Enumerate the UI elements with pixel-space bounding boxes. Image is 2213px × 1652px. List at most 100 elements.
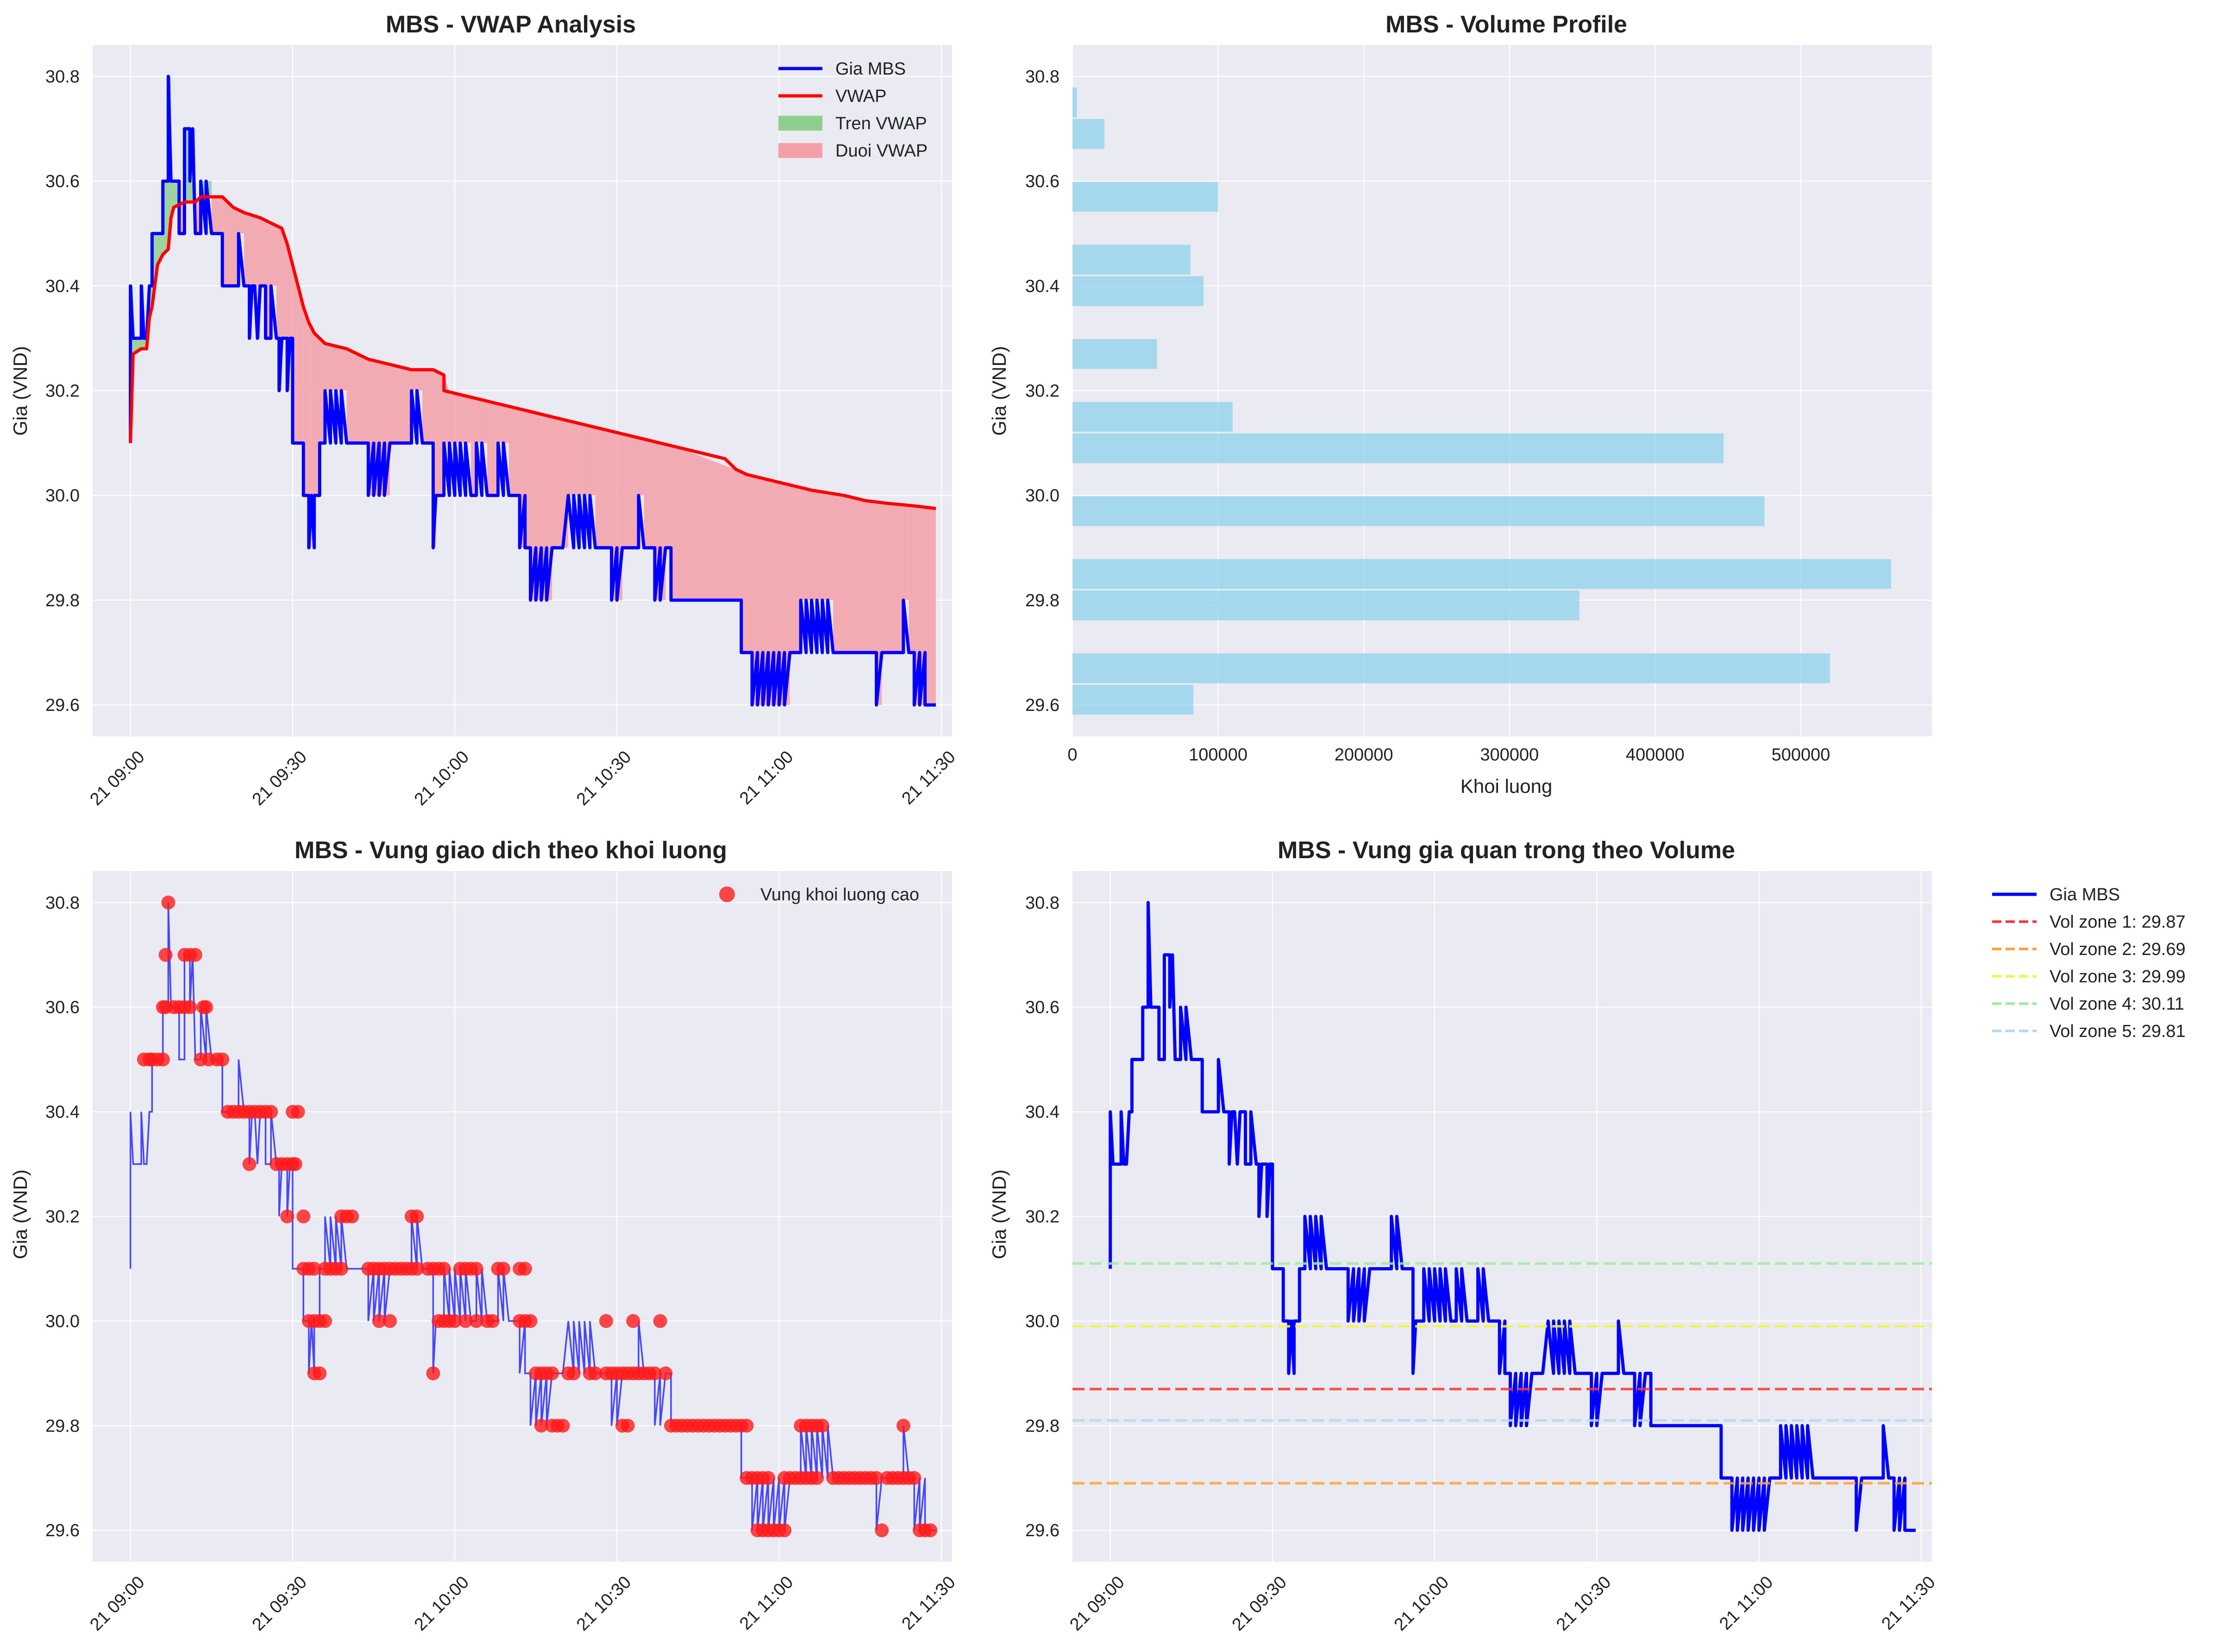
profile-ytick-label: 30.4 — [1025, 276, 1059, 296]
zones-ytick-label: 30.8 — [1025, 893, 1059, 913]
legend-label: Vol zone 2: 29.69 — [2050, 940, 2186, 959]
highvol-plot: 29.629.830.030.230.430.630.821 09:00 21 0… — [45, 871, 959, 1635]
volume-bar — [1072, 433, 1724, 463]
high-volume-point — [159, 948, 173, 962]
above-vwap-fill — [190, 181, 193, 202]
below-vwap-fill — [417, 370, 422, 390]
zones-ytick-label: 29.8 — [1025, 1416, 1059, 1436]
high-volume-point — [518, 1262, 532, 1275]
vwap-ytick-label: 30.2 — [45, 382, 80, 401]
highvol-ytick-label: 30.6 — [45, 998, 80, 1018]
high-volume-point — [599, 1314, 613, 1328]
below-vwap-fill — [347, 349, 369, 443]
high-volume-point — [188, 948, 202, 962]
below-vwap-fill — [790, 485, 801, 653]
zones-ytick-label: 30.2 — [1025, 1207, 1059, 1227]
below-vwap-fill — [558, 418, 563, 548]
high-volume-point — [556, 1419, 570, 1432]
highvol-ytick-label: 30.4 — [45, 1103, 80, 1122]
below-vwap-fill — [828, 493, 834, 600]
high-volume-point — [545, 1366, 559, 1380]
below-vwap-fill — [436, 371, 439, 496]
below-vwap-fill — [260, 218, 266, 286]
below-vwap-fill — [255, 216, 257, 286]
high-volume-point — [626, 1314, 640, 1328]
below-vwap-fill — [503, 405, 509, 443]
below-vwap-fill — [596, 427, 612, 548]
profile-xlabel: Khoi luong — [1461, 775, 1553, 797]
high-volume-point — [815, 1419, 829, 1432]
highvol-ytick-label: 29.6 — [45, 1521, 80, 1540]
high-volume-point — [264, 1105, 278, 1119]
profile-xtick-label: 500000 — [1771, 745, 1830, 765]
below-vwap-fill — [412, 370, 417, 390]
below-vwap-fill — [677, 447, 741, 600]
below-vwap-fill — [574, 422, 579, 495]
below-vwap-fill — [390, 364, 395, 443]
legend-label: Vol zone 1: 29.87 — [2050, 912, 2186, 932]
below-vwap-fill — [746, 474, 752, 653]
high-volume-point — [567, 1366, 581, 1380]
high-volume-point — [288, 1157, 302, 1171]
below-vwap-fill — [331, 345, 336, 391]
highvol-ytick-label: 30.0 — [45, 1312, 80, 1331]
volume-bar — [1072, 590, 1580, 620]
below-vwap-fill — [622, 434, 628, 548]
zones-ytick-label: 30.6 — [1025, 998, 1059, 1018]
below-vwap-fill — [271, 223, 276, 286]
below-vwap-fill — [844, 496, 877, 653]
below-vwap-fill — [628, 435, 639, 548]
below-vwap-fill — [568, 421, 574, 496]
below-vwap-fill — [833, 494, 844, 653]
high-volume-point — [923, 1523, 937, 1537]
high-volume-point — [199, 1000, 213, 1014]
below-vwap-fill — [509, 406, 520, 495]
highvol-title: MBS - Vung giao dich theo khoi luong — [295, 837, 727, 864]
volume-bar — [1072, 402, 1233, 432]
below-vwap-fill — [325, 344, 331, 391]
profile-plot: 29.629.830.030.230.430.630.80 100000 20000… — [1025, 45, 1932, 765]
volume-bar — [1072, 339, 1157, 369]
vwap-title: MBS - VWAP Analysis — [386, 11, 636, 38]
high-volume-point — [215, 1053, 229, 1067]
below-vwap-fill — [812, 490, 817, 600]
below-vwap-fill — [665, 444, 671, 547]
below-vwap-fill — [498, 404, 503, 443]
high-volume-point — [183, 1000, 197, 1014]
below-vwap-fill — [460, 395, 466, 443]
zones-ylabel: Gia (VND) — [988, 1169, 1010, 1259]
high-volume-point — [334, 1262, 348, 1275]
highvol-ytick-label: 30.2 — [45, 1207, 80, 1227]
below-vwap-fill — [487, 401, 498, 496]
vwap-ytick-label: 30.0 — [45, 486, 80, 506]
profile-title: MBS - Volume Profile — [1385, 11, 1627, 38]
below-vwap-fill — [903, 505, 909, 600]
profile-ytick-label: 30.2 — [1025, 382, 1059, 401]
vwap-ylabel: Gia (VND) — [9, 346, 31, 436]
high-volume-point — [896, 1419, 910, 1432]
highvol-ylabel: Gia (VND) — [9, 1169, 31, 1259]
high-volume-point — [621, 1419, 635, 1432]
below-vwap-fill — [644, 439, 655, 548]
below-vwap-fill — [465, 396, 471, 443]
below-vwap-fill — [930, 508, 936, 705]
legend-label: Gia MBS — [2050, 885, 2120, 905]
below-vwap-fill — [449, 392, 455, 443]
below-vwap-fill — [395, 366, 401, 443]
legend-label: Tren VWAP — [835, 114, 927, 133]
high-volume-point — [524, 1314, 538, 1328]
high-volume-point — [653, 1314, 667, 1328]
volume-bar — [1072, 88, 1077, 117]
legend-label: Vol zone 4: 30.11 — [2050, 994, 2184, 1014]
below-vwap-fill — [590, 426, 596, 496]
below-vwap-fill — [817, 491, 822, 600]
volume-bar — [1072, 559, 1891, 589]
legend-label: Vol zone 3: 29.99 — [2050, 967, 2186, 986]
zones-plot: 29.629.830.030.230.430.630.821 09:00 21 0… — [1025, 871, 1939, 1635]
profile-xtick-label: 100000 — [1189, 745, 1248, 765]
vwap-ytick-label: 29.8 — [45, 591, 80, 610]
zones-title: MBS - Vung gia quan trong theo Volume — [1278, 837, 1735, 864]
below-vwap-fill — [252, 215, 255, 286]
highvol-ytick-label: 30.8 — [45, 893, 80, 913]
volume-bar — [1072, 685, 1193, 715]
